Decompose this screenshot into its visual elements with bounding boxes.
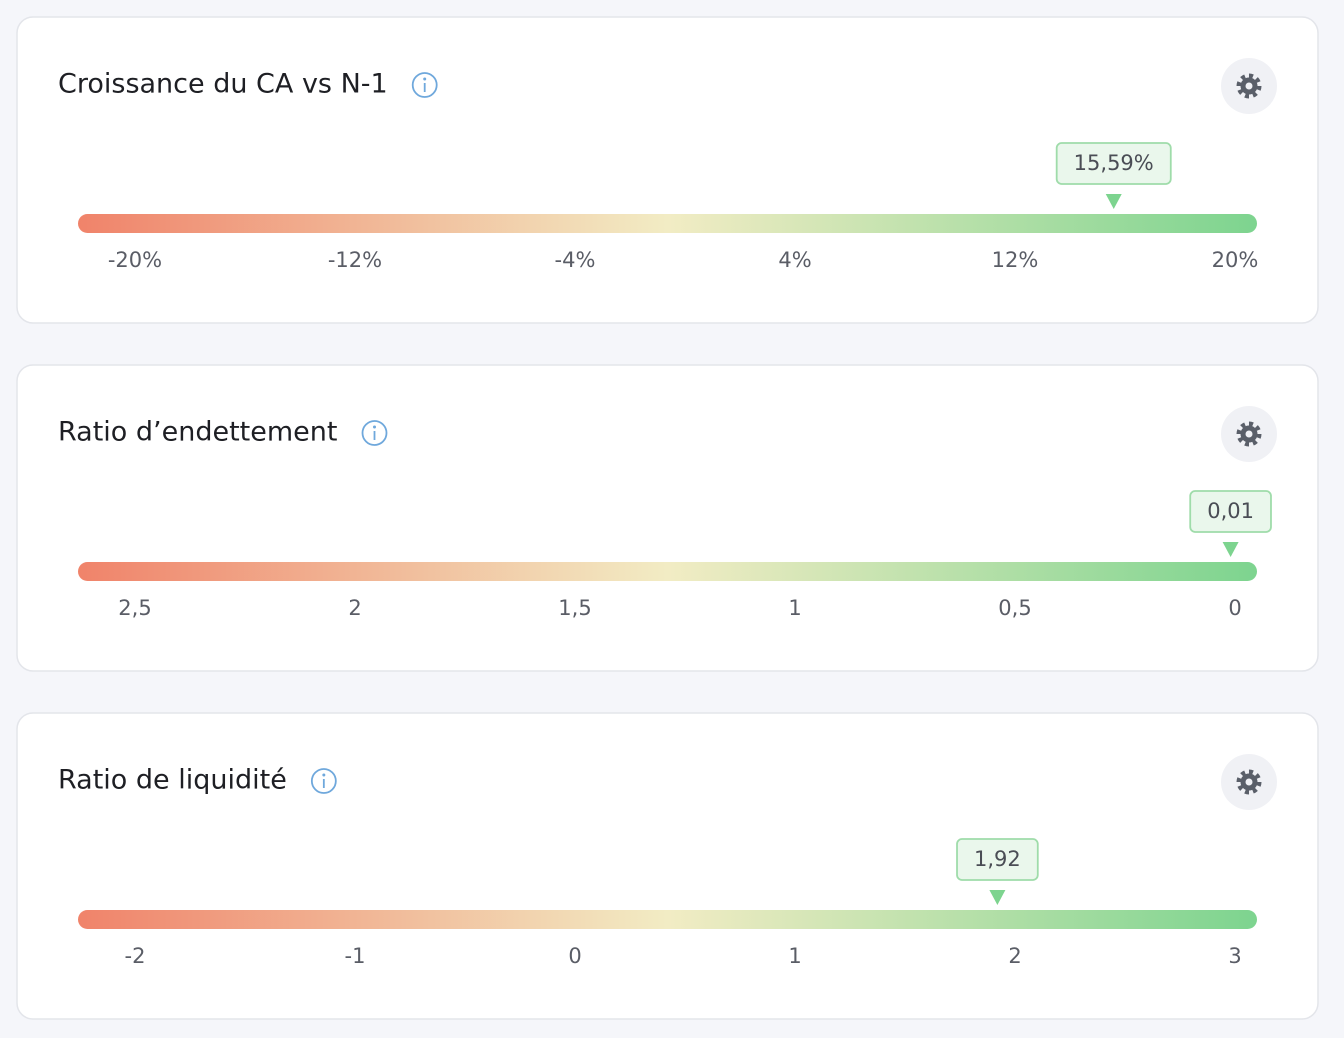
gauge-card: Ratio de liquidité -2 -1 0 1 2 3 1,92 xyxy=(16,712,1319,1020)
tick-label: 1 xyxy=(788,596,801,620)
settings-button[interactable] xyxy=(1221,406,1277,462)
info-dot xyxy=(423,77,427,81)
gauge-bar xyxy=(78,214,1257,233)
info-circle xyxy=(310,768,337,794)
value-badge xyxy=(956,838,1039,881)
tick-label: 0 xyxy=(568,944,581,968)
tick-label: 2 xyxy=(1008,944,1021,968)
tick-label: -2 xyxy=(125,944,146,968)
gear-hole xyxy=(1245,430,1253,438)
tick-label: 2 xyxy=(348,596,361,620)
card-title: Croissance du CA vs N-1 xyxy=(58,69,388,100)
gear-hole xyxy=(1245,82,1253,90)
gauge-bar xyxy=(78,910,1257,929)
value-label: 0,01 xyxy=(1207,499,1254,523)
gear-hole xyxy=(1245,778,1253,786)
card xyxy=(16,16,1319,324)
gear-teeth xyxy=(1236,769,1262,795)
tick-label: 0 xyxy=(1228,596,1241,620)
info-dot xyxy=(322,773,326,777)
card xyxy=(16,712,1319,1020)
gear-teeth xyxy=(1236,73,1262,99)
gear-teeth xyxy=(1236,421,1262,447)
tick-label: 3 xyxy=(1228,944,1241,968)
tick-label: -12% xyxy=(328,248,382,272)
info-icon[interactable] xyxy=(361,420,388,446)
info-icon[interactable] xyxy=(310,768,337,794)
info-circle xyxy=(361,420,388,446)
settings-button[interactable] xyxy=(1221,754,1277,810)
settings-button[interactable] xyxy=(1221,58,1277,114)
tick-label: 2,5 xyxy=(118,596,151,620)
tick-label: 0,5 xyxy=(998,596,1031,620)
card-title: Ratio d’endettement xyxy=(58,417,338,448)
tick-label: -1 xyxy=(345,944,366,968)
tick-label: -4% xyxy=(555,248,596,272)
value-badge xyxy=(1055,142,1172,185)
tick-label: -20% xyxy=(108,248,162,272)
card xyxy=(16,364,1319,672)
card-title: Ratio de liquidité xyxy=(58,765,287,796)
value-label: 1,92 xyxy=(974,847,1021,871)
gauge-card: Croissance du CA vs N-1 -20% -12% -4% 4% 12% 2… xyxy=(16,16,1319,324)
info-icon[interactable] xyxy=(411,72,438,98)
value-badge xyxy=(1189,490,1272,533)
value-label: 15,59% xyxy=(1074,151,1154,175)
tick-label: 1 xyxy=(788,944,801,968)
tick-label: 20% xyxy=(1212,248,1259,272)
info-dot xyxy=(373,425,376,429)
tick-label: 12% xyxy=(992,248,1039,272)
value-marker xyxy=(1222,542,1239,557)
value-marker xyxy=(989,890,1006,905)
tick-label: 1,5 xyxy=(558,596,591,620)
value-marker xyxy=(1105,194,1122,209)
tick-label: 4% xyxy=(778,248,811,272)
info-circle xyxy=(411,72,438,98)
gauge-bar xyxy=(78,562,1257,581)
gauge-card: Ratio d’endettement 2,5 2 1,5 1 0,5 0 0,01 xyxy=(16,364,1319,672)
